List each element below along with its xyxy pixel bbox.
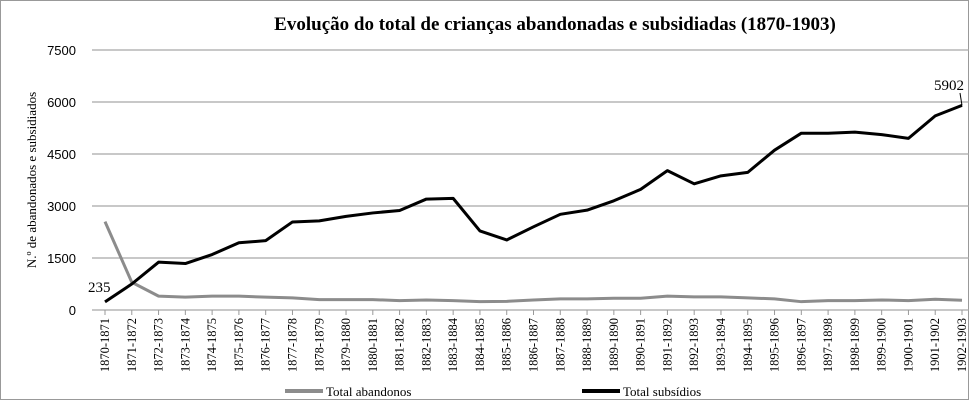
x-tick-label: 1874-1875 (205, 318, 219, 372)
y-tick-label: 4500 (47, 147, 76, 162)
x-tick-label: 1870-1871 (98, 318, 112, 372)
chart-title: Evolução do total de crianças abandonada… (274, 14, 836, 35)
x-tick-label: 1879-1880 (339, 318, 353, 372)
y-tick-label: 7500 (47, 43, 76, 58)
x-tick-label: 1877-1878 (285, 318, 299, 372)
x-tick-label: 1901-1902 (928, 318, 942, 372)
x-tick-label: 1876-1877 (259, 318, 273, 372)
y-axis-label: N.º de abandonados e subsidiados (24, 92, 39, 268)
x-tick-label: 1889-1890 (607, 318, 621, 372)
x-tick-label: 1899-1900 (875, 318, 889, 372)
x-tick-label: 1900-1901 (901, 318, 915, 372)
x-tick-label: 1902-1903 (955, 318, 969, 372)
x-tick-label: 1897-1898 (821, 318, 835, 372)
x-tick-label: 1898-1899 (848, 318, 862, 372)
series-line (104, 104, 963, 304)
x-tick-label: 1894-1895 (741, 318, 755, 372)
x-tick-label: 1878-1879 (312, 318, 326, 372)
x-tick-label: 1881-1882 (393, 318, 407, 372)
x-tick-label: 1882-1883 (419, 318, 433, 372)
label-leader (959, 92, 963, 106)
x-tick-label: 1872-1873 (152, 318, 166, 372)
x-tick-label: 1890-1891 (634, 318, 648, 372)
x-tick-label: 1893-1894 (714, 317, 728, 372)
legend-label: Total abandonos (326, 384, 411, 399)
x-tick-label: 1880-1881 (366, 318, 380, 372)
y-tick-label: 6000 (47, 95, 76, 110)
x-tick-label: 1873-1874 (178, 317, 192, 372)
y-tick-label: 1500 (47, 251, 76, 266)
x-tick-label: 1871-1872 (125, 318, 139, 372)
x-tick-label: 1895-1896 (768, 318, 782, 372)
x-tick-label: 1886-1887 (527, 318, 541, 372)
x-tick-label: 1885-1886 (500, 318, 514, 372)
x-tick-label: 1896-1897 (794, 318, 808, 372)
series-line (103, 220, 963, 304)
x-tick-label: 1884-1885 (473, 318, 487, 372)
data-label: 5902 (934, 78, 964, 94)
x-tick-label: 1888-1889 (580, 318, 594, 372)
x-tick-label: 1891-1892 (660, 318, 674, 372)
legend-label: Total subsídios (623, 384, 701, 399)
x-tick-label: 1887-1888 (553, 318, 567, 372)
x-tick-label: 1883-1884 (446, 317, 460, 372)
y-tick-label: 0 (69, 303, 76, 318)
data-label: 235 (88, 280, 111, 296)
x-tick-label: 1892-1893 (687, 318, 701, 372)
x-tick-label: 1875-1876 (232, 318, 246, 372)
y-tick-label: 3000 (47, 199, 76, 214)
